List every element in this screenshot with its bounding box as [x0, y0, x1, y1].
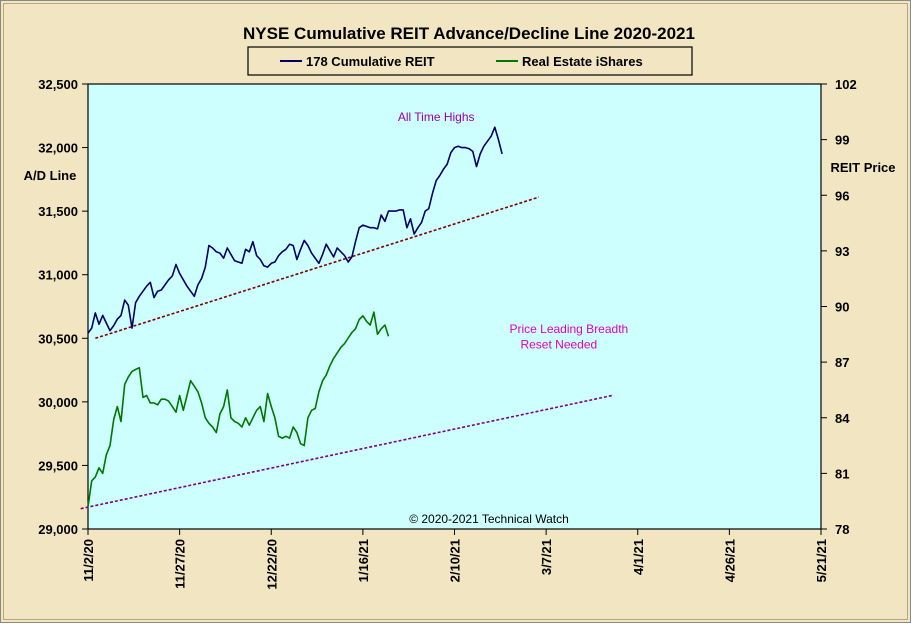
x-axis-tick-label: 1/16/21: [356, 539, 371, 582]
ad-support-trendline: [95, 196, 540, 340]
right-axis-tick-label: 84: [835, 411, 850, 426]
left-axis-tick-label: 32,500: [38, 77, 78, 92]
x-axis-tick-label: 4/1/21: [631, 539, 646, 575]
series-line-reit-price: [87, 311, 390, 507]
legend: 178 Cumulative REIT Real Estate iShares: [247, 46, 693, 76]
legend-label-reit-ad: 178 Cumulative REIT: [306, 54, 435, 69]
right-axis-tick-label: 93: [835, 244, 849, 259]
right-axis-tick-label: 81: [835, 466, 849, 481]
left-axis-tick-label: 29,000: [38, 522, 78, 537]
left-axis-tick-label: 32,000: [38, 141, 78, 156]
right-axis-title: REIT Price: [830, 160, 895, 175]
right-axis-tick-label: 78: [835, 522, 849, 537]
x-axis-tick-label: 12/22/20: [264, 539, 279, 590]
series-lines: [87, 126, 503, 507]
x-axis: 11/2/20 11/27/20 12/22/20 1/16/21 2/10/21 3/7…: [81, 529, 829, 590]
right-axis-tick-label: 87: [835, 355, 849, 370]
trendlines: [80, 196, 613, 510]
left-axis-tick-label: 31,000: [38, 268, 78, 283]
x-axis-tick-label: 2/10/21: [448, 539, 463, 582]
all-time-highs-label: All Time Highs: [398, 110, 475, 124]
plot-area: [87, 83, 822, 530]
x-axis-tick-label: 3/7/21: [539, 539, 554, 575]
price-support-trendline: [80, 394, 613, 510]
x-axis-tick-label: 5/21/21: [814, 539, 829, 582]
right-axis-tick-label: 90: [835, 300, 849, 315]
left-axis: 29,000 29,500 30,000 30,500 31,000 31,500 32,0…: [38, 77, 88, 537]
left-axis-tick-label: 30,500: [38, 331, 78, 346]
chart-frame-inner-border: [3, 3, 908, 620]
left-axis-tick-label: 29,500: [38, 458, 78, 473]
price-leading-breadth-label: Price Leading Breadth: [509, 322, 628, 336]
left-axis-tick-label: 30,000: [38, 395, 78, 410]
reset-needed-label: Reset Needed: [520, 337, 597, 351]
series-line-reit-ad: [87, 126, 503, 334]
left-axis-title: A/D Line: [24, 168, 77, 183]
x-axis-tick-label: 11/27/20: [173, 539, 188, 589]
copyright-text: © 2020-2021 Technical Watch: [409, 512, 569, 526]
left-axis-tick-label: 31,500: [38, 204, 78, 219]
right-axis-tick-label: 102: [835, 77, 857, 92]
annotations: All Time Highs Price Leading BreadthReset…: [398, 110, 628, 352]
x-axis-tick-label: 11/2/20: [81, 539, 96, 582]
right-axis-tick-label: 96: [835, 188, 849, 203]
x-axis-tick-label: 4/26/21: [722, 539, 737, 582]
legend-label-reit-price: Real Estate iShares: [522, 54, 643, 69]
right-axis: 78 81 84 87 90 93 96 99 102: [821, 77, 857, 537]
legend-box: [247, 46, 693, 76]
right-axis-tick-label: 99: [835, 133, 849, 148]
chart-title: NYSE Cumulative REIT Advance/Decline Lin…: [243, 24, 695, 43]
